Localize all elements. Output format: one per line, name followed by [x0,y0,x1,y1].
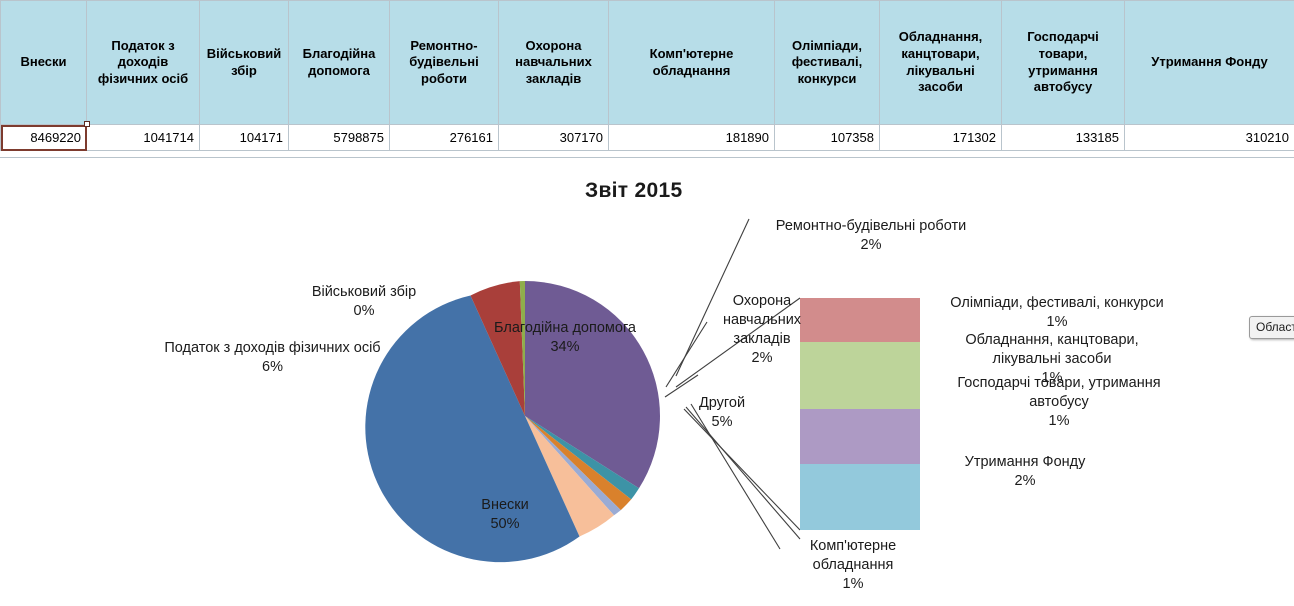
table-row: 8469220 1041714 104171 5798875 276161 30… [0,121,1294,151]
column-header[interactable]: Обладнання, канцтовари, лікувальні засоб… [879,0,1002,125]
column-header[interactable]: Податок з доходів фізичних осіб [86,0,200,125]
pie-slice-vnesky [365,295,580,563]
pie-slice-computer [525,416,621,516]
label-text: Військовий збір [311,284,417,300]
leader-lines [664,218,801,550]
label-drugoy: Другой 5% [682,394,762,432]
column-header[interactable]: Олімпіади, фестивалі, конкурси [774,0,880,125]
label-percent: 1% [1046,314,1068,331]
data-cell[interactable]: 5798875 [288,124,390,151]
chart-element-tooltip: Область [1249,316,1294,339]
label-text: Обладнання, канцтовари, [965,332,1139,348]
label-vnesky: Внески 50% [415,496,595,534]
label-percent: 2% [751,350,773,367]
label-viyskovyi: Військовий збір 0% [264,283,464,321]
fill-handle[interactable] [84,121,90,127]
label-podatok: Податок з доходів фізичних осіб 6% [145,339,400,377]
secondary-stacked-bar [800,298,920,530]
column-header[interactable]: Внески [0,0,87,125]
label-percent: 1% [1048,413,1070,430]
label-text: лікувальні засоби [992,351,1112,368]
pie-slices [365,281,660,563]
label-text: закладів [733,331,791,348]
data-cell[interactable]: 181890 [608,124,775,151]
pie-of-pie-chart [365,218,920,563]
bar-segment-utrymannya [800,464,920,530]
label-olimpiady: Олімпіади, фестивалі, конкурси 1% [928,294,1186,332]
label-percent: 34% [550,339,580,356]
bar-segment-gospodarchi [800,409,920,464]
label-text: Охорона [732,293,792,309]
label-text: автобусу [1029,394,1089,411]
label-percent: 1% [1041,370,1063,387]
label-text: Внески [481,497,529,513]
label-text: Благодійна допомога [494,320,636,336]
label-computer: Комп'ютерне обладнання 1% [778,537,928,594]
pie-slice-ohorona [525,416,632,511]
data-cell[interactable]: 276161 [389,124,499,151]
data-grid[interactable]: Внески Податок з доходів фізичних осіб В… [0,0,1294,151]
label-text: Господарчі товари, утримання [957,375,1161,391]
label-text: Податок з доходів фізичних осіб [164,340,381,356]
column-header[interactable]: Благодійна допомога [288,0,390,125]
tooltip-text: Область [1256,320,1294,334]
label-percent: 2% [860,237,882,254]
label-text: Ремонтно-будівельні роботи [775,218,967,234]
header-row: Внески Податок з доходів фізичних осіб В… [0,0,1294,125]
label-percent: 50% [490,516,520,533]
bar-segment-obladnannya [800,342,920,409]
data-cell[interactable]: 171302 [879,124,1002,151]
column-header[interactable]: Господарчі товари, утримання автобусу [1001,0,1125,125]
column-header[interactable]: Охорона навчальних закладів [498,0,609,125]
label-text: Комп'ютерне [809,538,897,554]
label-obladnannya: Обладнання, канцтовари, лікувальні засоб… [928,331,1176,388]
leader-bar-bottom [683,408,801,531]
active-cell[interactable]: 8469220 [0,121,90,151]
data-cell[interactable]: 1041714 [86,124,200,151]
bar-segment-olimpiady [800,298,920,342]
label-text: Олімпіади, фестивалі, конкурси [950,295,1164,311]
label-text: Другой [698,395,746,411]
data-cell[interactable]: 104171 [199,124,289,151]
column-header[interactable]: Ремонтно-будівельні роботи [389,0,499,125]
pie-slice-podatok [470,281,525,416]
label-percent: 0% [353,303,375,320]
leader-ohorona [665,321,708,388]
label-text: Утримання Фонду [964,454,1086,470]
label-text: навчальних [722,312,802,329]
label-percent: 2% [1014,473,1036,490]
column-header[interactable]: Комп'ютерне обладнання [608,0,775,125]
data-cell[interactable]: 307170 [498,124,609,151]
label-gospodarchi: Господарчі товари, утримання автобусу 1% [925,374,1193,431]
label-percent: 6% [262,359,283,376]
data-cell[interactable]: 310210 [1124,124,1294,151]
grid-bottom-border [0,157,1294,158]
leader-remont [675,218,750,377]
label-percent: 1% [842,576,864,593]
pie-slice-viyskovyi [519,281,525,416]
label-utrymannya: Утримання Фонду 2% [925,453,1125,491]
label-remontno: Ремонтно-будівельні роботи 2% [756,217,986,255]
pie-slice-drugoy [525,416,614,537]
label-percent: 5% [711,414,733,431]
chart-container[interactable]: Звіт 2015 [0,159,1294,606]
data-cell[interactable]: 107358 [774,124,880,151]
leader-computer-b [685,406,801,540]
cell-value: 8469220 [30,130,81,145]
data-cell[interactable]: 133185 [1001,124,1125,151]
leader-drugoy [664,374,699,398]
pie-slice-remontno [525,416,639,500]
label-text: обладнання [812,557,894,574]
leader-bar-top [675,297,801,388]
label-ohorona: Охорона навчальних закладів 2% [704,292,820,369]
leader-computer-a [690,403,781,550]
column-header[interactable]: Військовий збір [199,0,289,125]
column-header[interactable]: Утримання Фонду [1124,0,1294,125]
pie-slice-blagodiyna [525,281,660,489]
spreadsheet-table[interactable]: Внески Податок з доходів фізичних осіб В… [0,0,1294,158]
label-blagodiyna: Благодійна допомога 34% [445,319,685,357]
chart-title: Звіт 2015 [585,179,683,202]
